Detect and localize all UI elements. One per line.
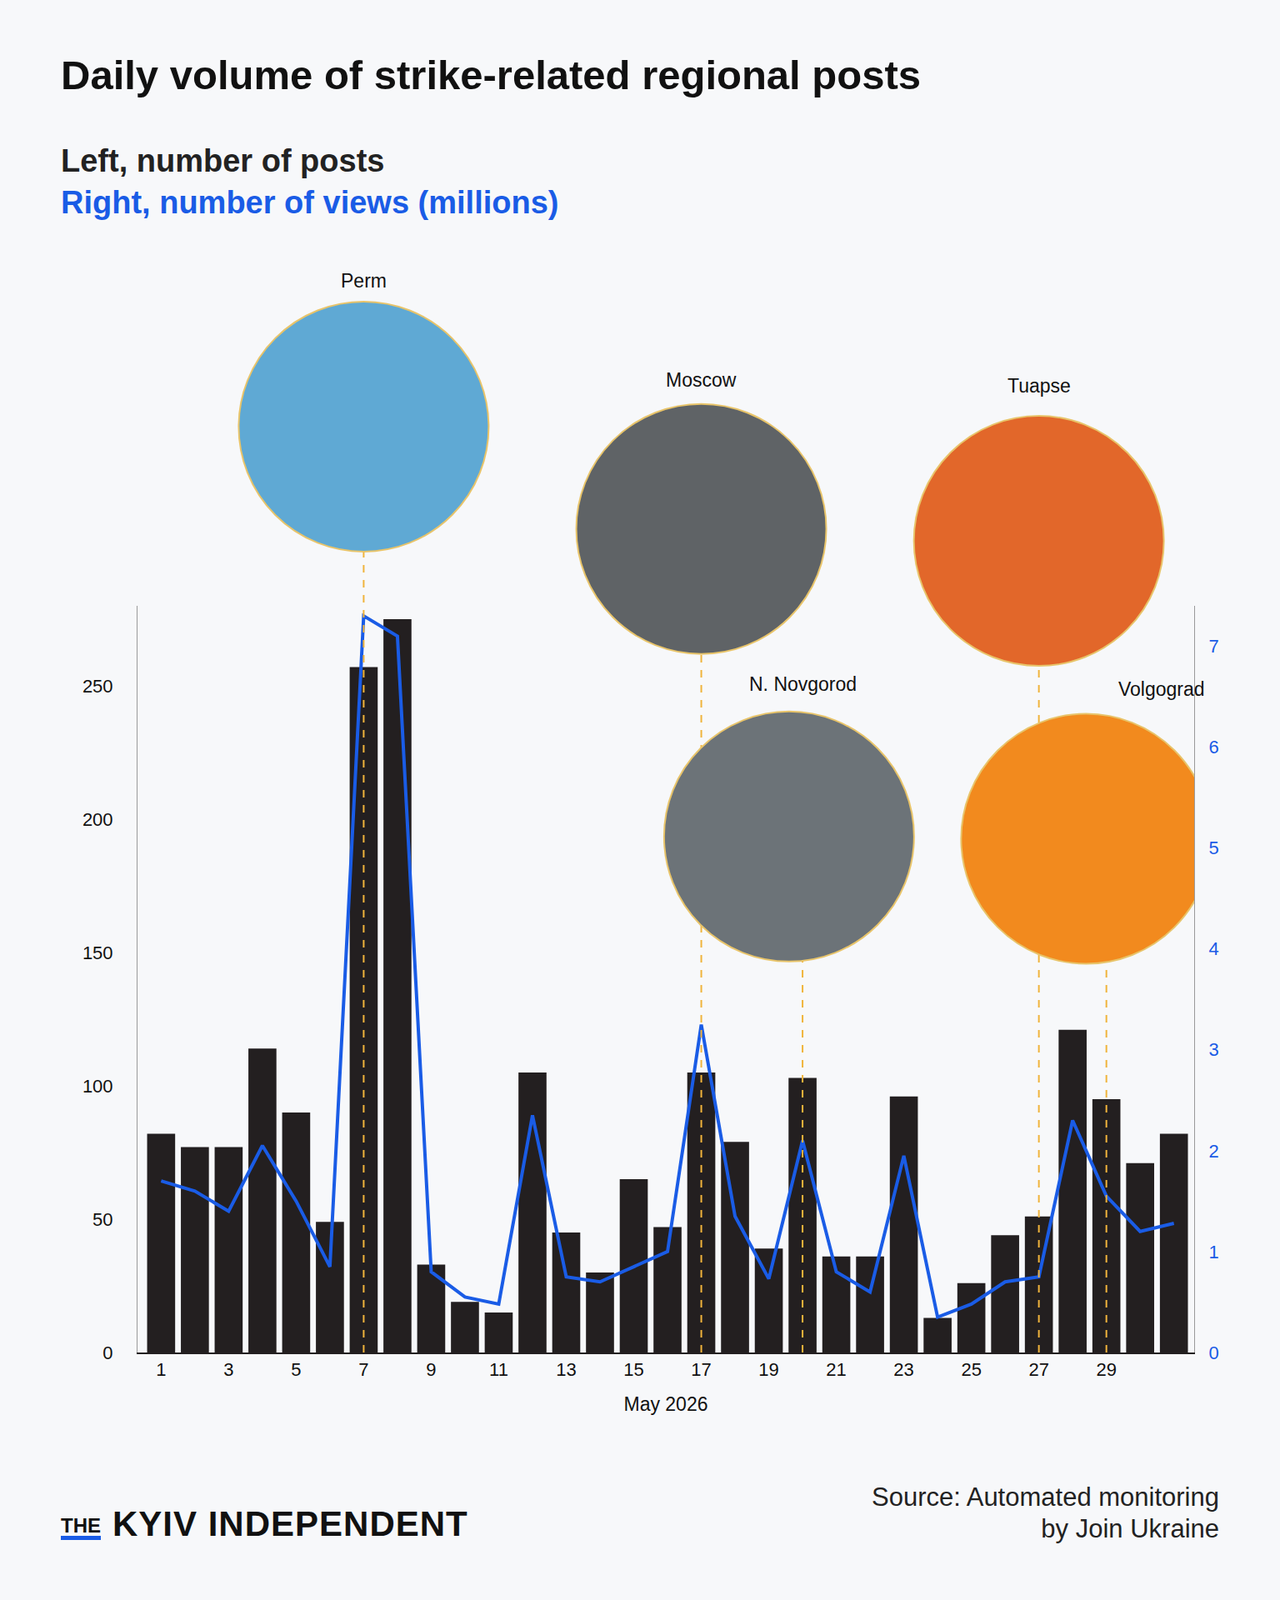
svg-text:23: 23 [893,1359,914,1380]
svg-text:21: 21 [825,1359,846,1380]
svg-text:100: 100 [82,1075,114,1097]
svg-text:250: 250 [82,675,114,697]
svg-text:200: 200 [82,809,114,830]
svg-text:13: 13 [555,1359,576,1380]
svg-text:N. Novgorod: N. Novgorod [749,673,857,695]
html-text:THE KYIV INDEPENDENT: THE KYIV INDEPENDENT [60,1504,469,1544]
svg-text:2: 2 [1208,1140,1219,1162]
html-text:by Join Ukraine: by Join Ukraine [1041,1514,1220,1544]
svg-text:15: 15 [623,1359,644,1380]
svg-text:9: 9 [425,1359,436,1380]
svg-text:11: 11 [489,1359,509,1380]
svg-text:1: 1 [1208,1241,1219,1263]
svg-text:25: 25 [960,1359,981,1380]
svg-text:19: 19 [758,1359,779,1380]
svg-text:150: 150 [82,942,114,964]
svg-text:3: 3 [1208,1039,1219,1060]
svg-text:Tuapse: Tuapse [1007,375,1071,397]
svg-text:7: 7 [358,1359,369,1380]
svg-text:27: 27 [1028,1359,1049,1380]
svg-text:50: 50 [92,1209,113,1230]
svg-text:Volgograd: Volgograd [1118,678,1205,700]
svg-text:5: 5 [1208,837,1219,859]
svg-text:3: 3 [223,1359,234,1380]
svg-text:Moscow: Moscow [665,369,737,391]
html-text:Source: Automated monitoring: Source: Automated monitoring [871,1482,1220,1512]
svg-text:29: 29 [1095,1359,1116,1380]
svg-text:1: 1 [155,1359,166,1380]
svg-text:Perm: Perm [340,270,387,292]
html-text:Left, number of posts: Left, number of posts [60,143,385,179]
svg-text:5: 5 [290,1359,301,1380]
svg-text:May 2026: May 2026 [623,1393,708,1415]
svg-text:7: 7 [1208,635,1219,657]
svg-text:6: 6 [1208,736,1219,758]
svg-text:0: 0 [1208,1342,1219,1364]
html-text:Right, number of views (millio: Right, number of views (millions) [60,185,559,220]
svg-text:17: 17 [690,1359,711,1380]
svg-text:0: 0 [102,1342,113,1364]
svg-text:4: 4 [1208,938,1219,960]
html-text:Daily volume of strike-related: Daily volume of strike-related regional … [60,52,921,98]
